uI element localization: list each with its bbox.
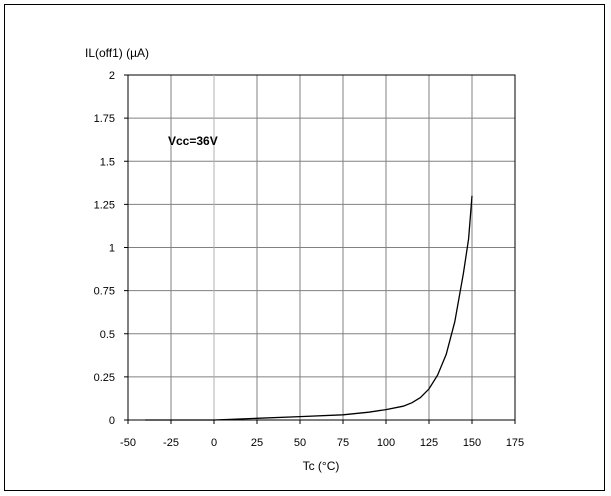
x-tick-label: 0 bbox=[211, 437, 217, 449]
x-tick-label: 125 bbox=[420, 437, 438, 449]
plot-border bbox=[127, 74, 516, 421]
x-axis-title: Tc (°C) bbox=[303, 459, 340, 473]
x-tick-label: 50 bbox=[294, 437, 306, 449]
y-axis-title: IL(off1) (µA) bbox=[85, 46, 149, 60]
y-tick-label: 0.75 bbox=[94, 286, 115, 298]
y-tick-labels: 0 0.25 0.5 0.75 1 1.25 1.5 1.75 2 bbox=[94, 70, 115, 427]
y-tick-label: 0.5 bbox=[100, 329, 115, 341]
y-tick-label: 0.25 bbox=[94, 372, 115, 384]
y-tick-label: 0 bbox=[109, 415, 115, 427]
grid bbox=[128, 75, 515, 420]
x-tick-label: 75 bbox=[337, 437, 349, 449]
vcc-annotation: Vcc=36V bbox=[168, 134, 218, 148]
x-tick-label: 175 bbox=[506, 437, 524, 449]
y-tick-label: 1.25 bbox=[94, 199, 115, 211]
x-tick-label: 100 bbox=[377, 437, 395, 449]
series-line bbox=[145, 195, 473, 421]
axes bbox=[124, 74, 516, 424]
x-tick-label: 150 bbox=[463, 437, 481, 449]
x-tick-labels: -50 -25 0 25 50 75 100 125 150 175 bbox=[120, 437, 524, 449]
y-tick-label: 2 bbox=[109, 70, 115, 82]
y-tick-label: 1 bbox=[109, 243, 115, 255]
x-tick-label: -50 bbox=[120, 437, 136, 449]
y-tick-label: 1.75 bbox=[94, 113, 115, 125]
x-tick-label: -25 bbox=[163, 437, 179, 449]
y-tick-label: 1.5 bbox=[100, 156, 115, 168]
x-tick-label: 25 bbox=[251, 437, 263, 449]
